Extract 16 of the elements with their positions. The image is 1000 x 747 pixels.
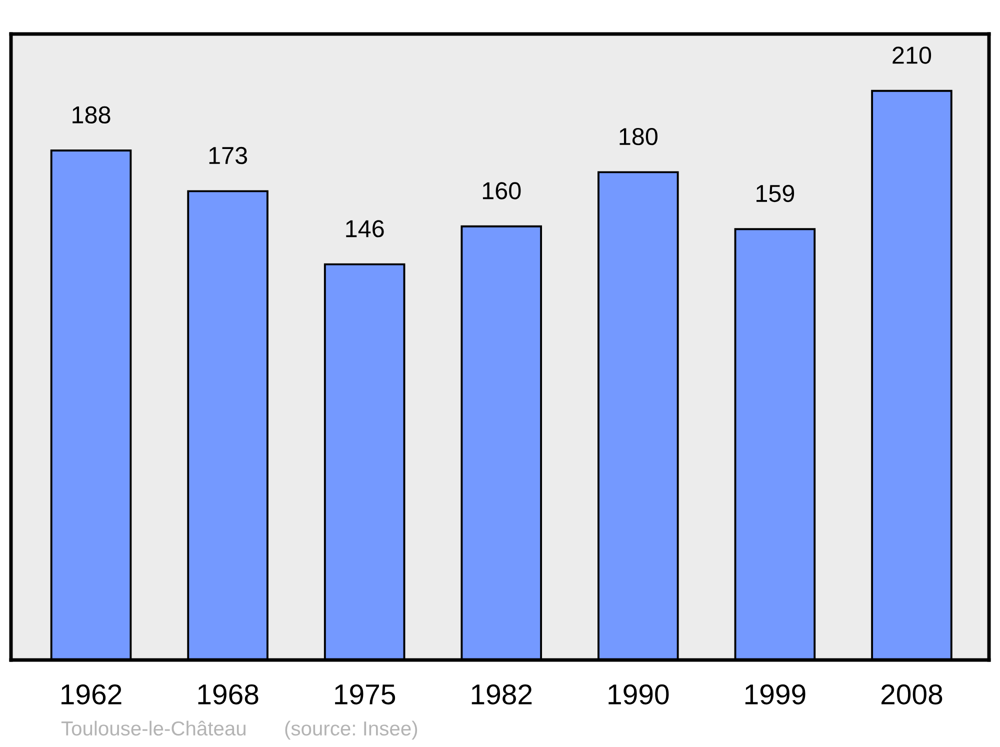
x-tick-label: 1968 — [198, 684, 258, 704]
x-tick-label: 1990 — [608, 684, 669, 704]
text: Toulouse-le-Château — [61, 720, 246, 736]
data-label: 146 — [346, 220, 384, 238]
x-tick-label: 2008 — [881, 684, 942, 704]
x-tick-label: 1999 — [745, 684, 806, 704]
data-label: 180 — [620, 128, 658, 146]
x-tick-label: 1982 — [472, 684, 532, 704]
data-label: 210 — [892, 46, 932, 64]
text: (source: Insee) — [285, 720, 418, 740]
data-label: 160 — [482, 182, 521, 200]
data-label: 159 — [756, 184, 794, 202]
x-tick-label: 1975 — [335, 684, 396, 704]
data-label: 188 — [72, 106, 110, 124]
data-label: 173 — [209, 146, 248, 164]
x-tick-label: 1962 — [62, 684, 122, 704]
